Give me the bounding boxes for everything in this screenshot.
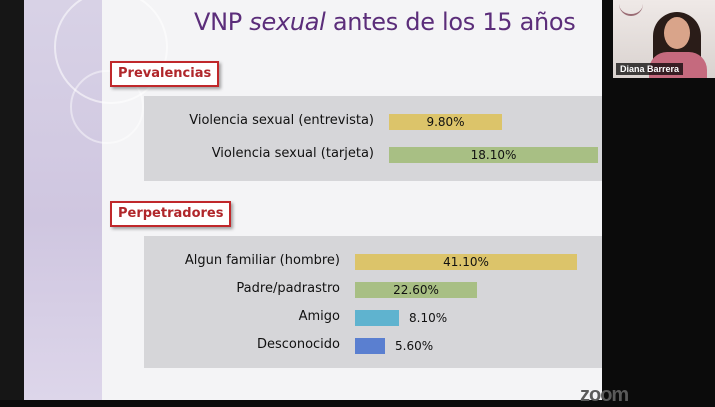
- bar-algun-familiar: [355, 254, 577, 270]
- bar-value: 22.60%: [393, 283, 439, 297]
- bar-amigo: [355, 310, 399, 326]
- wall-decoration: [619, 0, 643, 16]
- row-label: Amigo: [298, 309, 340, 324]
- slide-decoration: [24, 0, 168, 400]
- panel-perpetradores: Algun familiar (hombre) 41.10% Padre/pad…: [144, 236, 602, 368]
- bar-value: 9.80%: [426, 115, 465, 129]
- bar-value: 5.60%: [395, 339, 434, 353]
- row-label: Violencia sexual (entrevista): [189, 113, 374, 128]
- presentation-slide: VNP sexual antes de los 15 años Prevalen…: [24, 0, 602, 400]
- window-left-edge: [0, 0, 24, 400]
- bar-value: 41.10%: [443, 255, 489, 269]
- section-label-perpetradores: Perpetradores: [110, 201, 232, 227]
- bar-violencia-tarjeta: [389, 147, 598, 163]
- participant-face: [664, 17, 690, 49]
- participant-video-tile[interactable]: Diana Barrera: [613, 0, 715, 78]
- row-label: Violencia sexual (tarjeta): [211, 146, 374, 161]
- title-suffix: antes de los 15 años: [325, 8, 576, 36]
- bar-value: 18.10%: [470, 148, 517, 162]
- decorative-circle: [70, 70, 144, 144]
- slide-title: VNP sexual antes de los 15 años: [194, 8, 576, 36]
- row-label: Algun familiar (hombre): [184, 253, 340, 268]
- title-prefix: VNP: [194, 8, 250, 36]
- zoom-logo-watermark: zoom: [580, 384, 629, 406]
- section-label-prevalencias: Prevalencias: [110, 61, 220, 87]
- bar-padre-padrastro: [355, 282, 477, 298]
- title-italic: sexual: [249, 8, 326, 36]
- row-label: Padre/padrastro: [236, 281, 340, 296]
- participant-name-tag: Diana Barrera: [616, 63, 684, 75]
- panel-prevalencias: Violencia sexual (entrevista) 9.80% Viol…: [144, 96, 602, 181]
- bar-violencia-entrevista: [389, 114, 502, 130]
- bar-value: 8.10%: [409, 311, 448, 325]
- bar-desconocido: [355, 338, 385, 354]
- row-label: Desconocido: [256, 337, 340, 352]
